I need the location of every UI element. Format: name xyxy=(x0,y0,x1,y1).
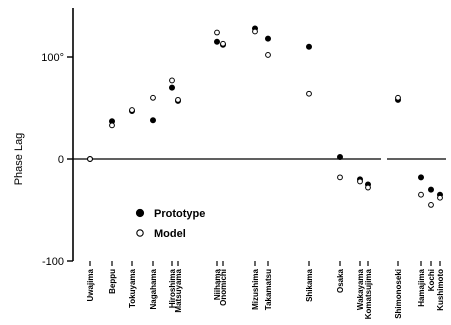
model-point xyxy=(169,77,175,84)
prototype-point xyxy=(417,174,424,181)
category-label: Onomichi xyxy=(219,269,228,306)
category-label: Shikama xyxy=(305,268,314,301)
model-point xyxy=(150,94,156,101)
prototype-point xyxy=(264,35,271,42)
prototype-point xyxy=(305,43,312,50)
model-point xyxy=(395,94,401,101)
model-point xyxy=(306,90,312,97)
prototype-point xyxy=(213,38,220,45)
category-label: Hiroshima xyxy=(168,268,177,308)
category-label: Matsuyama xyxy=(174,268,183,312)
model-point xyxy=(365,184,371,191)
model-point xyxy=(220,40,226,47)
prototype-point xyxy=(168,84,175,91)
model-point xyxy=(437,194,443,201)
prototype-point xyxy=(149,117,156,124)
category-label: Beppu xyxy=(108,269,117,294)
category-label: Nagahama xyxy=(149,268,158,309)
category-label: Wakayama xyxy=(356,268,365,310)
model-point xyxy=(252,28,258,35)
prototype-point xyxy=(336,153,343,160)
legend-label: Model xyxy=(154,228,186,240)
category-label: Kushimoto xyxy=(436,269,445,311)
legend-marker-model xyxy=(136,229,144,237)
model-point xyxy=(418,191,424,198)
y-axis-title: Phase Lag xyxy=(13,133,25,186)
prototype-point xyxy=(427,186,434,193)
model-point xyxy=(175,96,181,103)
model-point xyxy=(214,29,220,36)
y-tick-label: -100 xyxy=(42,256,64,268)
model-point xyxy=(428,202,434,208)
model-point xyxy=(337,174,343,181)
category-label: Komatsujima xyxy=(364,268,373,319)
category-label: Mizushima xyxy=(251,268,260,309)
category-label: Kochi xyxy=(427,269,436,291)
model-point xyxy=(265,52,271,58)
category-label: Niihama xyxy=(213,268,222,300)
category-label: Tokuyama xyxy=(128,268,137,308)
category-label: Takamatsu xyxy=(264,269,273,310)
category-label: Uwajima xyxy=(86,268,95,301)
y-tick-label: 0 xyxy=(58,154,64,166)
legend: Prototype Model xyxy=(135,208,205,240)
legend-marker-prototype xyxy=(135,208,145,218)
category-label: Shimonoseki xyxy=(394,269,403,319)
category-label: Hamajima xyxy=(417,268,426,306)
model-point xyxy=(87,156,93,162)
marks-layer xyxy=(87,25,443,208)
labels-layer: 100° 0 -100 Uwajima Beppu Tokuyama Nagahama Hir… xyxy=(13,52,445,319)
model-point xyxy=(109,122,115,129)
category-label: Osaka xyxy=(336,268,345,293)
model-point xyxy=(357,178,363,185)
legend-label: Prototype xyxy=(154,208,205,220)
model-point xyxy=(129,107,135,113)
y-tick-label: 100° xyxy=(41,52,64,64)
axes-layer xyxy=(67,8,446,266)
